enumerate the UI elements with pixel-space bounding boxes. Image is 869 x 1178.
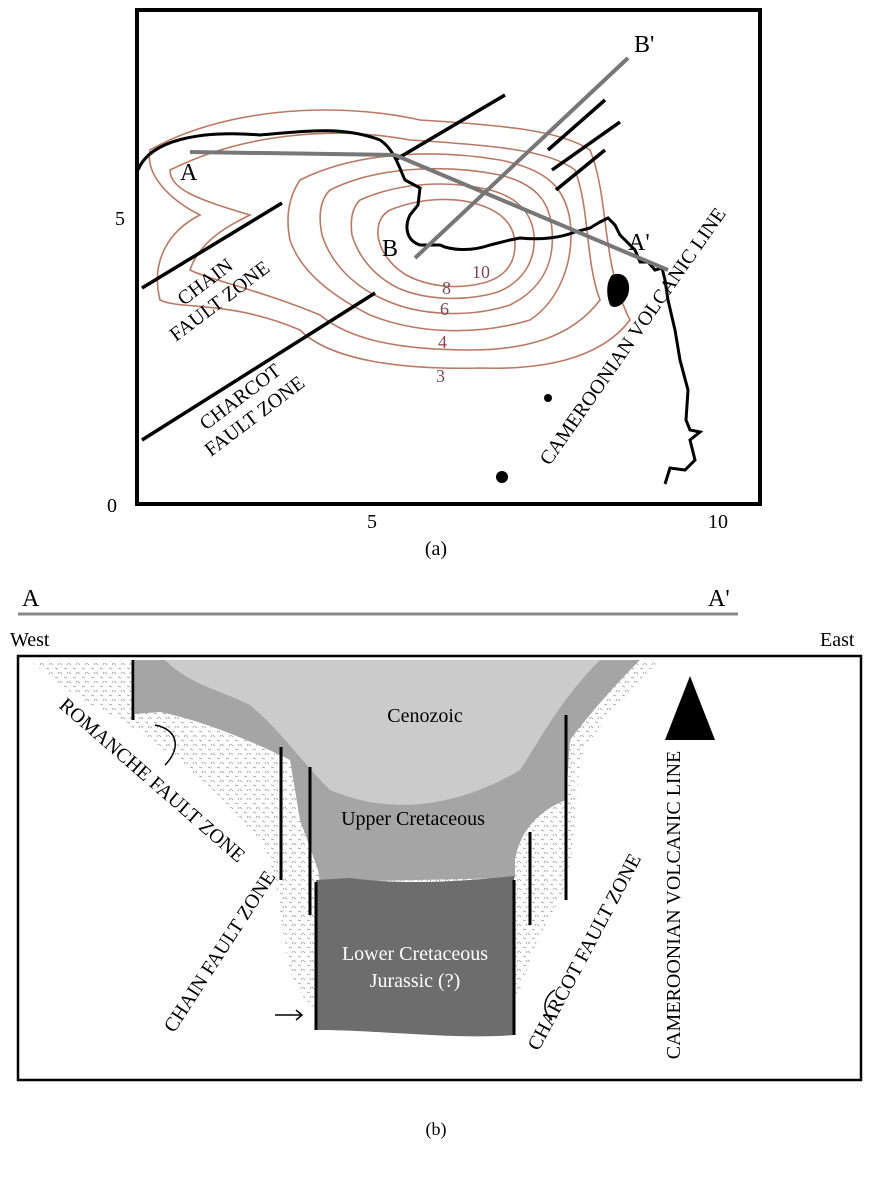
point-label: B bbox=[382, 236, 398, 262]
contour-label: 3 bbox=[436, 366, 445, 386]
axis-tick: 10 bbox=[708, 511, 728, 533]
island bbox=[544, 394, 552, 402]
direction-label: East bbox=[820, 629, 855, 651]
text-line: Jurassic (?) bbox=[370, 970, 461, 992]
axis-tick: 0 bbox=[107, 495, 117, 517]
zone-label: CAMEROONIAN VOLCANIC LINE bbox=[663, 751, 685, 1060]
point-label: A bbox=[22, 586, 40, 612]
page: 5 0 5 10 A A' B B' 10 8 6 4 3 CHAINFAULT… bbox=[0, 0, 869, 1178]
caption: (b) bbox=[426, 1119, 447, 1140]
contour-label: 8 bbox=[442, 278, 451, 298]
point-label: A' bbox=[628, 230, 650, 256]
direction-label: West bbox=[10, 629, 50, 651]
point-label: A bbox=[180, 160, 198, 186]
axis-tick: 5 bbox=[367, 511, 377, 533]
contour-label: 6 bbox=[440, 299, 449, 319]
contour-label: 10 bbox=[472, 262, 490, 282]
layer-label: Upper Cretaceous bbox=[341, 808, 485, 830]
island bbox=[496, 471, 508, 483]
figure: 5 0 5 10 A A' B B' 10 8 6 4 3 CHAINFAULT… bbox=[0, 0, 869, 1178]
contour-label: 4 bbox=[438, 332, 447, 352]
text-line: Lower Cretaceous bbox=[342, 943, 488, 965]
point-label: B' bbox=[634, 32, 654, 58]
layer-label: Cenozoic bbox=[387, 705, 463, 727]
axis-tick: 5 bbox=[115, 208, 125, 230]
caption: (a) bbox=[425, 538, 447, 560]
point-label: A' bbox=[708, 586, 730, 612]
